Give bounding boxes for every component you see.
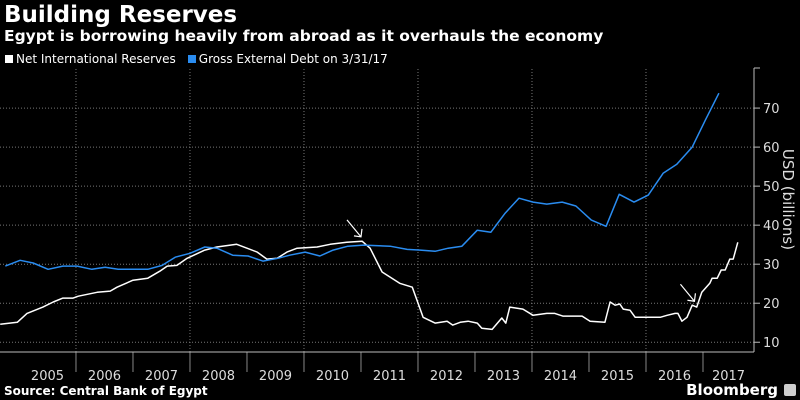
legend: Net International Reserves Gross Externa… [5,52,388,66]
x-tick-label: 2016 [658,369,691,384]
legend-label: Gross External Debt on 3/31/17 [198,52,388,66]
y-tick-label: 50 [763,180,780,195]
annotations [346,219,697,302]
x-tick-label: 2017 [712,369,745,384]
y-tick-label: 40 [763,219,780,234]
y-tick-label: 60 [763,141,780,156]
y-axis-label: USD (billions) [779,149,797,250]
x-tick-label: 2011 [373,369,406,384]
source-note: Source: Central Bank of Egypt [4,384,208,398]
series-lines [0,92,739,331]
x-tick-label: 2009 [259,369,292,384]
y-tick-label: 20 [763,297,780,312]
x-tick-label: 2006 [88,369,121,384]
annotation-arrow-icon [679,283,697,302]
x-tick-label: 2008 [202,369,235,384]
legend-item-debt: Gross External Debt on 3/31/17 [187,52,388,66]
annotation-arrow-icon [346,219,363,238]
y-tick-label: 10 [763,336,780,351]
series-line-net-reserves [0,240,739,331]
x-tick-label: 2013 [487,369,520,384]
chart-subtitle: Egypt is borrowing heavily from abroad a… [4,27,604,45]
bloomberg-chart-icon [784,384,796,396]
legend-swatch-white [5,55,13,63]
x-tick-label: 2005 [31,369,64,384]
grid [0,69,754,352]
legend-swatch-blue [187,55,196,63]
legend-item-reserves: Net International Reserves [5,52,176,66]
legend-label: Net International Reserves [16,52,176,66]
bloomberg-logo: Bloomberg [686,381,778,399]
x-tick-label: 2015 [601,369,634,384]
y-tick-label: 30 [763,258,780,273]
y-tick-label: 70 [763,102,780,117]
x-tick-label: 2012 [430,369,463,384]
x-tick-label: 2014 [544,369,577,384]
chart-title: Building Reserves [4,2,238,28]
axes: 10 20 30 40 50 60 70 2005 2006 2007 2008 2009 2010 20… [0,67,797,384]
series-line-external-debt [5,92,720,271]
x-tick-label: 2010 [316,369,349,384]
x-tick-label: 2007 [145,369,178,384]
